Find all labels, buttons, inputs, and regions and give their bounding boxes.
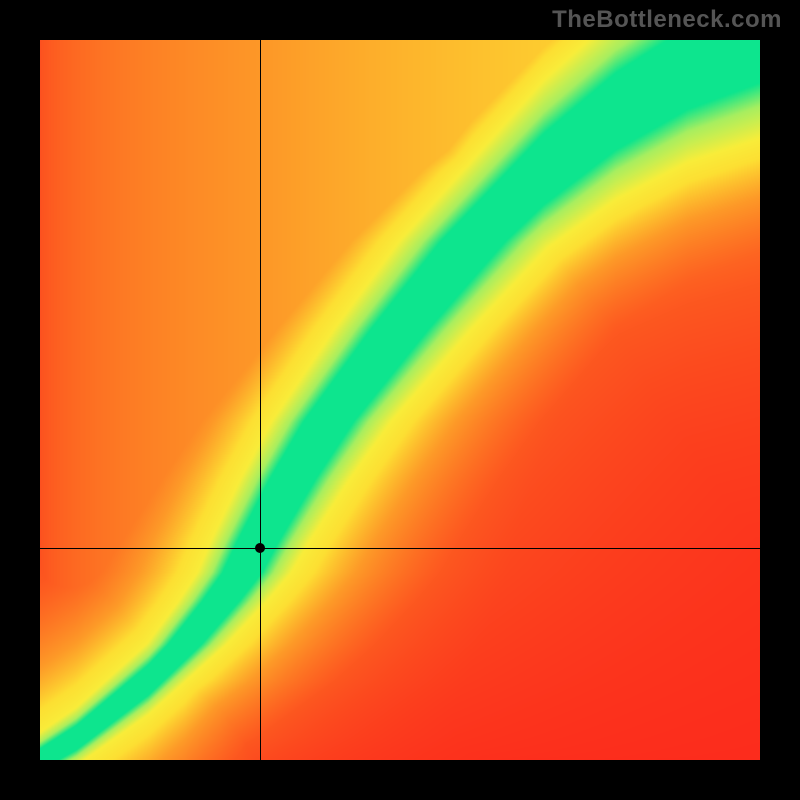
plot-area	[40, 40, 760, 760]
data-point-marker	[255, 543, 265, 553]
crosshair-horizontal	[40, 548, 760, 549]
heatmap-canvas	[40, 40, 760, 760]
crosshair-vertical	[260, 40, 261, 760]
chart-container: TheBottleneck.com	[0, 0, 800, 800]
watermark-text: TheBottleneck.com	[552, 6, 782, 34]
